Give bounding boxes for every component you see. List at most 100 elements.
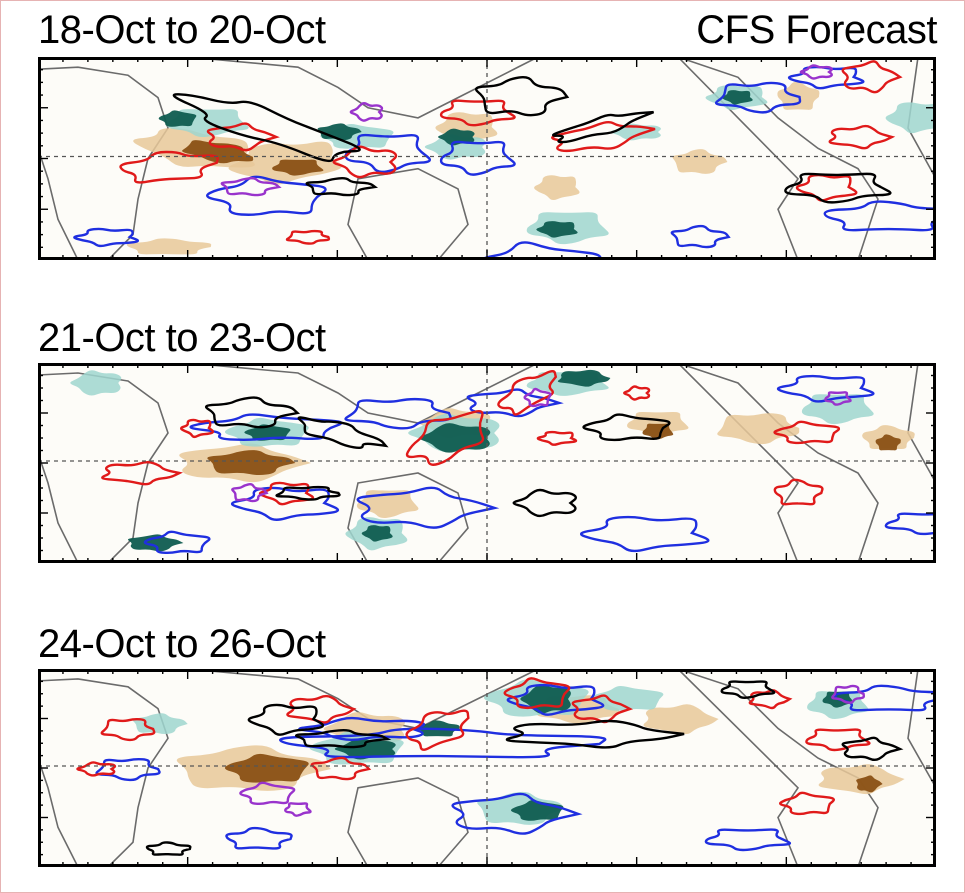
red-contour <box>536 430 578 446</box>
red-contour <box>773 478 824 506</box>
red-contour <box>119 150 219 184</box>
black-contour <box>505 719 685 749</box>
coastline <box>187 57 539 119</box>
blue-contour <box>884 512 936 536</box>
tick-marks <box>38 57 936 260</box>
black-contour <box>720 680 776 699</box>
red-contour <box>101 461 184 486</box>
wet-anomaly-strong-area <box>721 90 753 105</box>
coastline <box>347 167 469 260</box>
wet-anomaly-strong-area <box>536 221 578 238</box>
coastline <box>677 669 879 867</box>
blue-contour <box>787 65 865 90</box>
blue-contour <box>95 757 161 782</box>
coastline <box>677 57 879 260</box>
blue-contour <box>451 792 583 835</box>
red-contour <box>497 370 558 416</box>
black-contour <box>841 736 904 762</box>
wet-anomaly-light-area <box>885 102 936 134</box>
black-contour <box>275 485 341 501</box>
red-contour <box>571 694 634 724</box>
purple-contour <box>220 177 282 197</box>
red-contour <box>76 761 117 777</box>
wet-anomaly-strong-area <box>127 534 184 552</box>
dry-anomaly-light-area <box>126 238 212 255</box>
coastline <box>907 669 936 790</box>
red-contour <box>805 728 871 752</box>
red-contour <box>180 418 215 439</box>
map-panel-2-svg <box>38 363 936 563</box>
purple-contour <box>799 64 834 80</box>
wet-anomaly-strong-area <box>557 369 611 387</box>
red-contour <box>439 99 516 127</box>
wet-anomaly-light-area <box>590 685 664 711</box>
blue-contour <box>344 397 452 430</box>
black-contour <box>784 172 892 204</box>
coastline <box>907 363 936 485</box>
blue-contour <box>714 81 802 114</box>
wet-anomaly-strong-area <box>361 525 393 542</box>
panel-3-title: 24-Oct to 26-Oct <box>38 622 326 666</box>
dry-anomaly-strong-area <box>856 775 883 793</box>
coastline <box>38 678 169 867</box>
forecast-map-panel-2 <box>38 363 936 563</box>
black-contour <box>172 93 361 163</box>
blue-contour <box>466 388 564 418</box>
red-contour <box>405 709 470 751</box>
red-contour <box>503 677 571 710</box>
dry-anomaly-light-area <box>717 413 800 445</box>
wet-anomaly-strong-area <box>334 738 396 760</box>
panel-1-title: 18-Oct to 20-Oct <box>38 8 326 52</box>
red-contour <box>828 124 896 150</box>
coastline <box>38 372 169 563</box>
tick-marks <box>38 669 936 867</box>
black-contour <box>205 396 301 429</box>
wet-anomaly-strong-area <box>438 128 475 146</box>
purple-contour <box>349 102 384 122</box>
dry-anomaly-light-area <box>672 149 728 174</box>
red-contour <box>286 694 357 724</box>
red-contour <box>748 689 793 710</box>
dry-anomaly-light-area <box>356 490 419 519</box>
purple-contour <box>231 483 269 503</box>
map-panel-3-svg <box>38 669 936 867</box>
dry-anomaly-light-area <box>643 704 719 735</box>
blue-contour <box>776 374 875 403</box>
dry-anomaly-strong-area <box>224 753 309 783</box>
red-contour <box>310 756 372 781</box>
blue-contour <box>670 224 731 249</box>
dry-anomaly-strong-area <box>272 159 324 176</box>
blue-contour <box>506 683 605 716</box>
wet-anomaly-strong-area <box>158 110 197 127</box>
red-contour <box>841 60 903 94</box>
red-contour <box>100 717 156 742</box>
black-contour <box>247 703 325 736</box>
black-contour <box>145 841 192 856</box>
red-contour <box>623 385 651 401</box>
blue-contour <box>476 241 602 260</box>
coastline <box>347 777 469 867</box>
purple-contour <box>284 802 312 817</box>
purple-contour <box>523 387 552 408</box>
red-contour <box>206 122 280 152</box>
black-contour <box>552 110 655 144</box>
black-contour <box>305 177 379 197</box>
coastline <box>677 363 879 563</box>
forecast-map-panel-1 <box>38 57 936 260</box>
purple-contour <box>824 391 852 406</box>
blue-contour <box>230 486 340 521</box>
blue-contour <box>823 200 936 232</box>
blue-contour <box>579 515 710 553</box>
blue-contour <box>704 828 791 852</box>
dry-anomaly-light-area <box>534 175 580 201</box>
black-contour <box>582 413 671 442</box>
blue-contour <box>143 530 211 555</box>
model-label: CFS Forecast <box>696 8 937 52</box>
blue-contour <box>439 140 516 176</box>
blue-contour <box>206 175 327 216</box>
red-contour <box>285 229 331 245</box>
red-contour <box>795 173 858 202</box>
dry-anomaly-strong-area <box>875 434 901 451</box>
dry-anomaly-strong-area <box>207 450 296 475</box>
wet-anomaly-light-area <box>70 370 122 396</box>
